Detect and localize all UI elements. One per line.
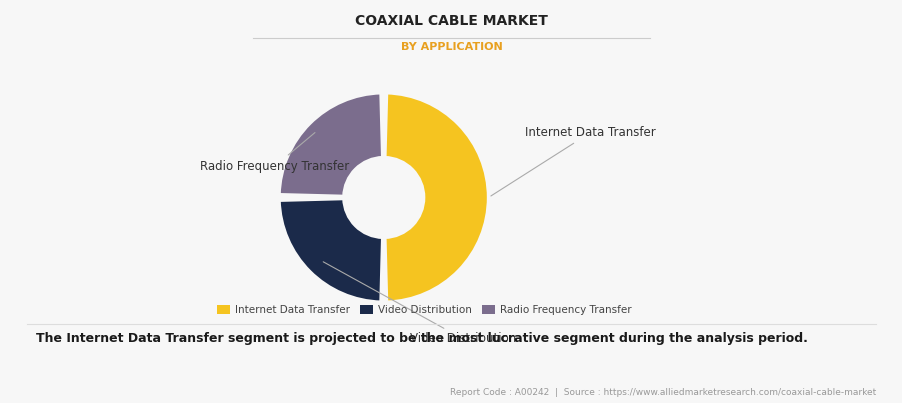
Wedge shape	[279, 199, 382, 302]
Text: BY APPLICATION: BY APPLICATION	[400, 42, 502, 52]
Text: COAXIAL CABLE MARKET: COAXIAL CABLE MARKET	[354, 14, 548, 28]
Legend: Internet Data Transfer, Video Distribution, Radio Frequency Transfer: Internet Data Transfer, Video Distributi…	[213, 301, 635, 319]
Wedge shape	[384, 93, 488, 302]
Text: Internet Data Transfer: Internet Data Transfer	[491, 126, 655, 196]
Text: The Internet Data Transfer segment is projected to be the most lucrative segment: The Internet Data Transfer segment is pr…	[36, 332, 807, 345]
Wedge shape	[279, 93, 382, 196]
Text: Radio Frequency Transfer: Radio Frequency Transfer	[200, 133, 349, 172]
Text: Video Distribution: Video Distribution	[323, 262, 516, 345]
Text: Report Code : A00242  |  Source : https://www.alliedmarketresearch.com/coaxial-c: Report Code : A00242 | Source : https://…	[449, 388, 875, 397]
